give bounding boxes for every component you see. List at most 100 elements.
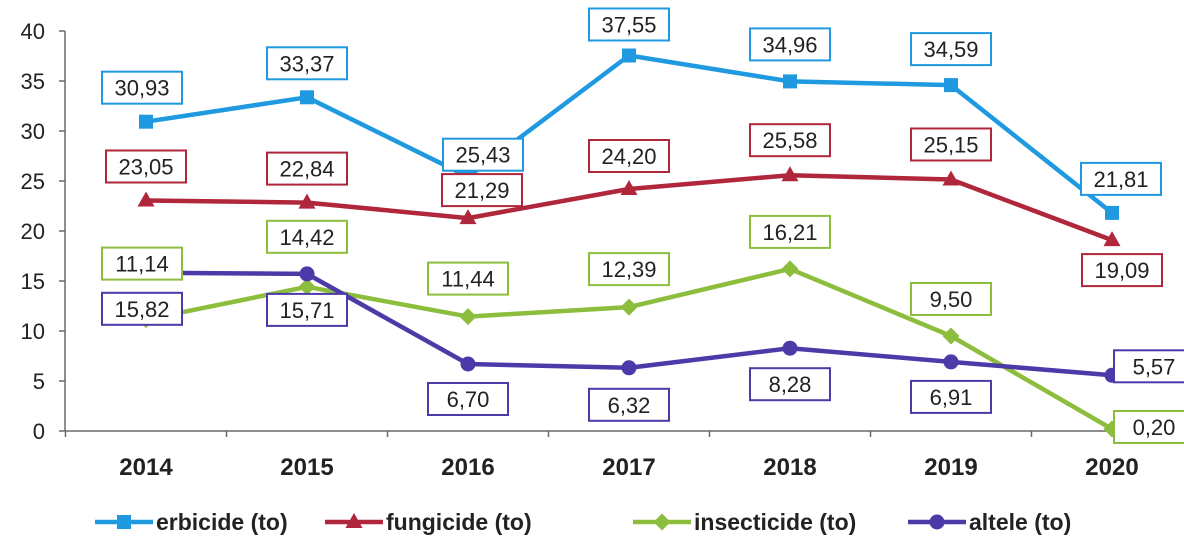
data-point (783, 74, 797, 89)
data-label-box (101, 291, 183, 326)
data-label-text: 22,84 (279, 157, 334, 182)
data-label-box (588, 252, 670, 287)
data-label-box (749, 27, 831, 62)
data-point (459, 209, 477, 225)
legend-marker (117, 515, 131, 529)
data-point (781, 166, 799, 182)
data-label: 15,71 (266, 292, 348, 327)
data-label-box (749, 214, 831, 249)
data-label-text: 6,32 (608, 393, 651, 418)
data-label-box (266, 292, 348, 327)
data-label-box (427, 261, 509, 296)
data-label: 6,32 (588, 387, 670, 422)
data-label-box (1081, 253, 1163, 288)
data-label: 6,70 (427, 382, 509, 416)
data-label-text: 34,96 (762, 32, 817, 57)
legend-label: fungicide (to) (386, 509, 532, 535)
data-label: 6,91 (910, 379, 992, 414)
legend-label: erbicide (to) (156, 509, 288, 535)
data-label-box (441, 173, 523, 208)
x-tick-label: 2016 (441, 454, 494, 481)
axes: 0 5 10 15 20 25 30 35 40 2014 2015 2016 2017 2018 2019… (21, 19, 1168, 481)
data-label: 25,58 (749, 123, 831, 158)
series-0 (139, 48, 1119, 220)
data-label-text: 6,91 (930, 385, 973, 410)
data-label-text: 12,39 (601, 257, 656, 282)
data-label-box (442, 137, 524, 172)
data-label: 12,39 (588, 252, 670, 287)
data-label-text: 14,42 (279, 225, 334, 250)
x-tick-label: 2020 (1085, 454, 1138, 481)
data-point (942, 327, 960, 345)
data-label: 8,28 (749, 367, 831, 402)
series-3 (138, 265, 1120, 383)
data-label: 30,93 (101, 70, 183, 105)
x-tick-label: 2017 (602, 454, 655, 481)
data-label-box (427, 382, 509, 416)
data-label-text: 6,70 (447, 387, 490, 412)
legend: erbicide (to) fungicide (to) insecticide (… (95, 509, 1071, 535)
data-point (782, 340, 798, 356)
data-point (621, 360, 637, 376)
data-label: 34,96 (749, 27, 831, 62)
data-label-box (588, 139, 670, 173)
data-label: 22,84 (266, 151, 348, 186)
data-label: 19,09 (1081, 253, 1163, 288)
data-label: 11,44 (427, 261, 509, 296)
y-tick-label: 30 (21, 119, 45, 144)
data-label-box (1080, 161, 1162, 196)
data-label-box (910, 282, 992, 316)
data-label-text: 37,55 (601, 13, 656, 38)
data-label-text: 34,59 (923, 37, 978, 62)
series-1 (137, 166, 1121, 247)
legend-item: altele (to) (908, 509, 1071, 535)
y-tick-label: 35 (21, 69, 45, 94)
legend-item: erbicide (to) (95, 509, 288, 535)
data-label-text: 33,37 (279, 51, 334, 76)
data-label-box (1113, 349, 1184, 384)
data-label: 33,37 (266, 46, 348, 81)
y-tick-label: 20 (21, 219, 45, 244)
data-label-text: 24,20 (601, 144, 656, 169)
y-tick-label: 0 (33, 419, 45, 444)
data-label: 9,50 (910, 282, 992, 316)
data-label-text: 5,57 (1133, 354, 1176, 379)
data-label-text: 19,09 (1094, 258, 1149, 283)
data-label: 16,21 (749, 214, 831, 249)
legend-item: fungicide (to) (325, 509, 532, 535)
data-label-box (266, 46, 348, 81)
x-tick-label: 2015 (280, 454, 333, 481)
data-label-box (910, 127, 992, 162)
data-label-text: 9,50 (930, 287, 973, 312)
data-point (620, 298, 638, 316)
data-point (459, 308, 477, 326)
data-label-text: 25,15 (923, 133, 978, 158)
data-label-text: 11,14 (115, 252, 168, 277)
y-tick-label: 40 (21, 19, 45, 44)
data-point (620, 180, 638, 195)
legend-marker (345, 513, 363, 528)
legend-label: insecticide (to) (694, 509, 856, 535)
data-label-box (910, 379, 992, 414)
y-tick-label: 15 (21, 269, 45, 294)
data-label-text: 21,29 (454, 178, 509, 203)
y-tick-label: 5 (33, 369, 45, 394)
legend-marker (929, 514, 945, 530)
x-tick-label: 2014 (119, 454, 173, 481)
data-label-box (588, 7, 670, 42)
data-label: 34,59 (910, 32, 992, 67)
data-point (460, 356, 476, 372)
y-tick-label: 25 (21, 169, 45, 194)
data-label-text: 11,44 (441, 267, 494, 292)
data-label-box (1113, 410, 1184, 444)
legend-item: insecticide (to) (633, 509, 856, 535)
data-point (298, 193, 316, 209)
data-label-text: 25,43 (455, 143, 510, 168)
x-tick-label: 2018 (763, 454, 816, 481)
data-label-box (910, 32, 992, 67)
data-label-box (266, 219, 348, 254)
data-point (139, 114, 153, 129)
data-point (943, 354, 959, 370)
y-tick-label: 10 (21, 319, 45, 344)
